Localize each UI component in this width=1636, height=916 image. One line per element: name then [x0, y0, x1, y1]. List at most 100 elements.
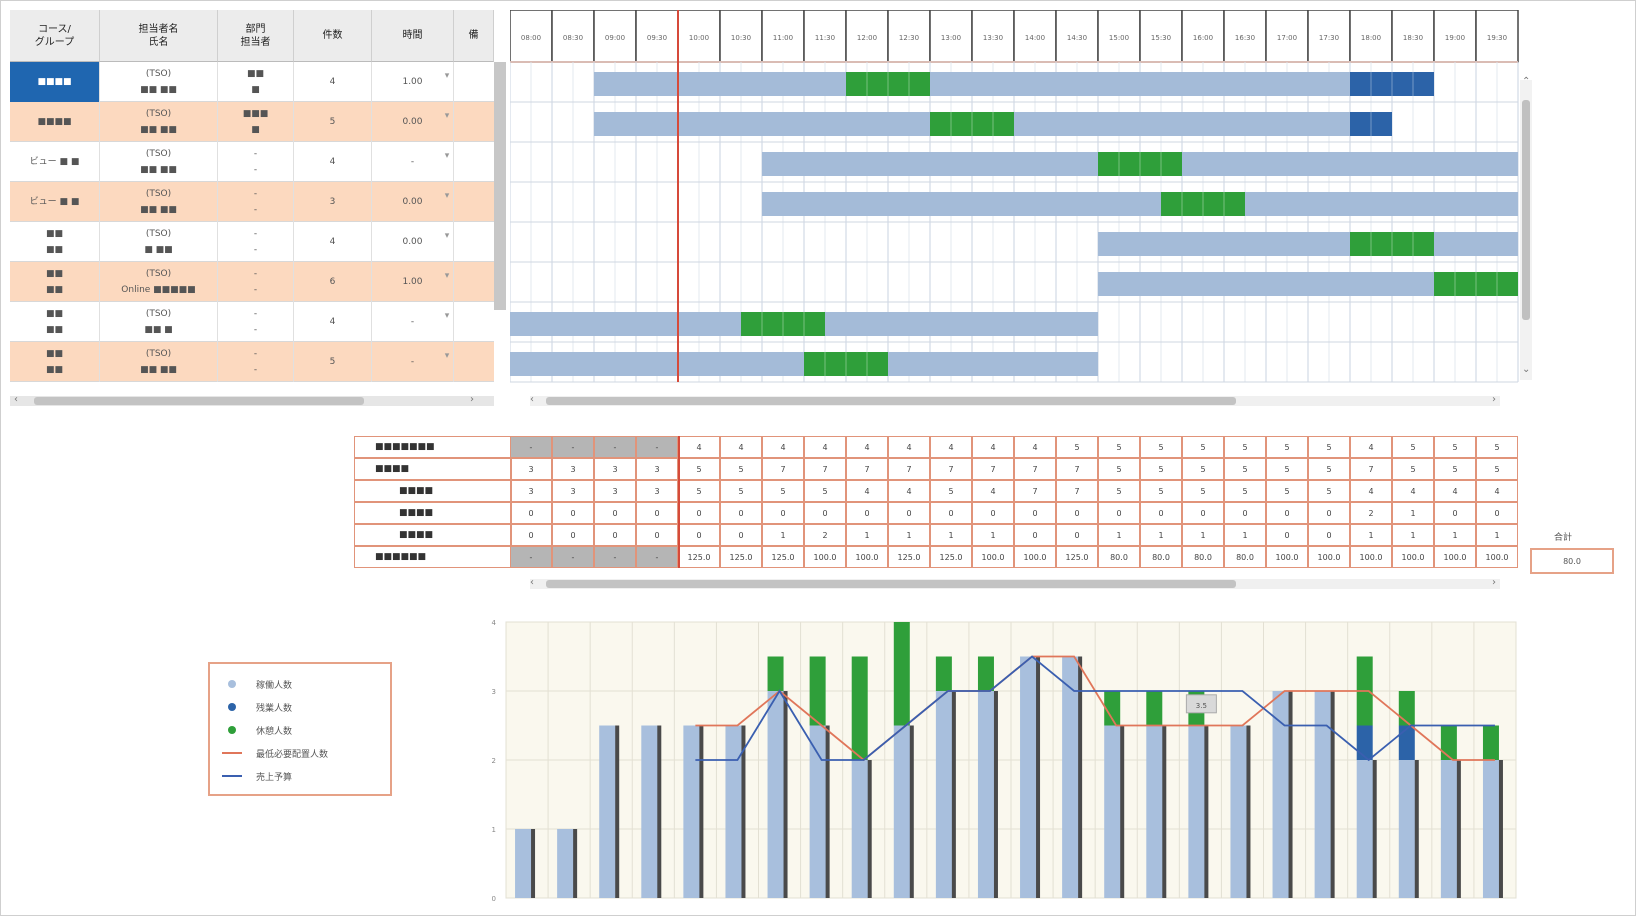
staff-row[interactable]: ■■ ■■ (TSO) ■ ■■ - -4 0.00 ▾	[10, 222, 494, 262]
column-header[interactable]: 件数	[294, 10, 372, 62]
y-tick-label: 0	[492, 895, 496, 903]
summary-cell: 7	[1350, 458, 1392, 480]
gantt-scroll-right-icon[interactable]: ›	[1492, 394, 1496, 405]
staff-dept-cell: - -	[218, 222, 294, 262]
staff-table-horizontal-scrollbar[interactable]	[10, 396, 494, 406]
staff-group-cell[interactable]: ビュー ■ ■	[10, 142, 100, 182]
summary-cell: 5	[1140, 458, 1182, 480]
staff-group-cell[interactable]: ■■ ■■	[10, 342, 100, 382]
time-header-label: 19:00	[1445, 34, 1465, 42]
column-header[interactable]: コース/ グループ	[10, 10, 100, 62]
gantt-vertical-scrollbar[interactable]	[1520, 80, 1532, 380]
summary-cell: 5	[1476, 458, 1518, 480]
summary-cell: 7	[762, 458, 804, 480]
staff-name-cell: (TSO) ■■ ■■	[100, 142, 218, 182]
summary-cell: 7	[804, 458, 846, 480]
summary-cell: 0	[888, 502, 930, 524]
time-header-cell	[1181, 10, 1225, 63]
legend-label: 休憩人数	[256, 726, 293, 737]
staff-group-cell[interactable]: ■■■■	[10, 62, 100, 102]
hours-dropdown-icon[interactable]: ▾	[444, 151, 450, 161]
scroll-right-arrow-icon[interactable]: ›	[470, 394, 474, 405]
break-segment	[930, 112, 1014, 136]
gantt-horizontal-scrollbar[interactable]	[530, 396, 1500, 406]
break-segment	[804, 352, 888, 376]
summary-cell: 2	[1350, 502, 1392, 524]
staff-name-cell: (TSO) ■■ ■	[100, 302, 218, 342]
summary-cell: 125.0	[888, 546, 930, 568]
staffing-chart-svg: 0 1 2 3 4 3.5	[492, 619, 1517, 903]
summary-cell: 1	[930, 524, 972, 546]
column-header[interactable]: 備	[454, 10, 494, 62]
summary-cell: 5	[1140, 436, 1182, 458]
hours-dropdown-icon[interactable]: ▾	[444, 231, 450, 241]
gantt-scroll-up-icon[interactable]: ⌃	[1522, 76, 1531, 87]
gantt-scroll-down-icon[interactable]: ⌄	[1522, 364, 1531, 375]
gantt-scroll-left-icon[interactable]: ‹	[530, 394, 534, 405]
staff-row[interactable]: ■■ ■■ (TSO) ■■ ■ - -4- ▾	[10, 302, 494, 342]
legend-dot-icon	[222, 679, 244, 689]
summary-cell: 4	[888, 436, 930, 458]
staff-name-cell: (TSO) Online ■■■■■	[100, 262, 218, 302]
scroll-left-arrow-icon[interactable]: ‹	[14, 394, 18, 405]
summary-horizontal-scrollbar[interactable]	[530, 579, 1500, 589]
summary-row-label: ■■■■	[354, 502, 512, 524]
staff-name-cell: (TSO) ■■ ■■	[100, 342, 218, 382]
staff-row[interactable]: ■■■■ (TSO) ■■ ■■ ■■ ■ 4 1.00 ▾	[10, 62, 494, 102]
summary-cell: 125.0	[930, 546, 972, 568]
staff-row[interactable]: ■■ ■■ (TSO) ■■ ■■ - -5- ▾	[10, 342, 494, 382]
summary-cell: 3	[510, 480, 552, 502]
staff-count-cell: 4	[294, 142, 372, 182]
column-header[interactable]: 時間	[372, 10, 454, 62]
y-tick-label: 4	[492, 619, 497, 627]
summary-cell: 1	[1350, 524, 1392, 546]
working-bar	[1272, 691, 1289, 898]
staff-row[interactable]: ■■ ■■ (TSO) Online ■■■■■ - -6 1.00 ▾	[10, 262, 494, 302]
summary-cell: 5	[1224, 458, 1266, 480]
hours-dropdown-icon[interactable]: ▾	[444, 351, 450, 361]
staff-row[interactable]: ビュー ■ ■ (TSO) ■■ ■■ - -4- ▾	[10, 142, 494, 182]
working-bar	[599, 725, 616, 898]
hours-dropdown-icon[interactable]: ▾	[444, 191, 450, 201]
summary-cell: 4	[1350, 480, 1392, 502]
staff-row[interactable]: ビュー ■ ■ (TSO) ■■ ■■ - -3 0.00 ▾	[10, 182, 494, 222]
hours-dropdown-icon[interactable]: ▾	[444, 311, 450, 321]
summary-cell: 0	[1056, 502, 1098, 524]
hours-dropdown-icon[interactable]: ▾	[444, 111, 450, 121]
staff-row[interactable]: ■■■■ (TSO) ■■ ■■ ■■■ ■ 5 0.00 ▾	[10, 102, 494, 142]
summary-cell: 7	[1056, 480, 1098, 502]
summary-cell: 5	[678, 480, 720, 502]
summary-scroll-right-icon[interactable]: ›	[1492, 577, 1496, 588]
gantt-chart: 08:00 08:30 09:00 09:30 10:00 10:30 11:00 11:30…	[510, 10, 1520, 408]
break-segment	[1098, 152, 1182, 176]
staff-group-cell[interactable]: ■■ ■■	[10, 302, 100, 342]
summary-scroll-left-icon[interactable]: ‹	[530, 577, 534, 588]
time-header-label: 13:30	[983, 34, 1003, 42]
column-header[interactable]: 部門 担当者	[218, 10, 294, 62]
summary-cell: 3	[552, 480, 594, 502]
time-header-label: 13:00	[941, 34, 961, 42]
summary-cell: 0	[846, 502, 888, 524]
summary-row-label: ■■■■	[354, 480, 512, 502]
summary-cell: 5	[1266, 436, 1308, 458]
summary-cell: 1	[1098, 524, 1140, 546]
staff-group-cell[interactable]: ビュー ■ ■	[10, 182, 100, 222]
staff-group-cell[interactable]: ■■ ■■	[10, 262, 100, 302]
column-header[interactable]: 担当者名 氏名	[100, 10, 218, 62]
summary-cell: 125.0	[678, 546, 720, 568]
staff-group-cell[interactable]: ■■■■	[10, 102, 100, 142]
time-header-cell	[1055, 10, 1099, 63]
summary-cell: 4	[1350, 436, 1392, 458]
summary-cell: 7	[930, 458, 972, 480]
hours-dropdown-icon[interactable]: ▾	[444, 71, 450, 81]
gantt-svg: 08:00 08:30 09:00 09:30 10:00 10:30 11:00 11:30…	[510, 10, 1519, 383]
summary-cell: 100.0	[1266, 546, 1308, 568]
staff-table-vertical-scrollbar[interactable]	[494, 62, 506, 310]
time-header-label: 09:30	[647, 34, 667, 42]
summary-cell: 100.0	[1476, 546, 1518, 568]
summary-cell: 7	[846, 458, 888, 480]
hours-dropdown-icon[interactable]: ▾	[444, 271, 450, 281]
staff-group-cell[interactable]: ■■ ■■	[10, 222, 100, 262]
summary-cell: 4	[1476, 480, 1518, 502]
working-bar	[1356, 760, 1373, 898]
